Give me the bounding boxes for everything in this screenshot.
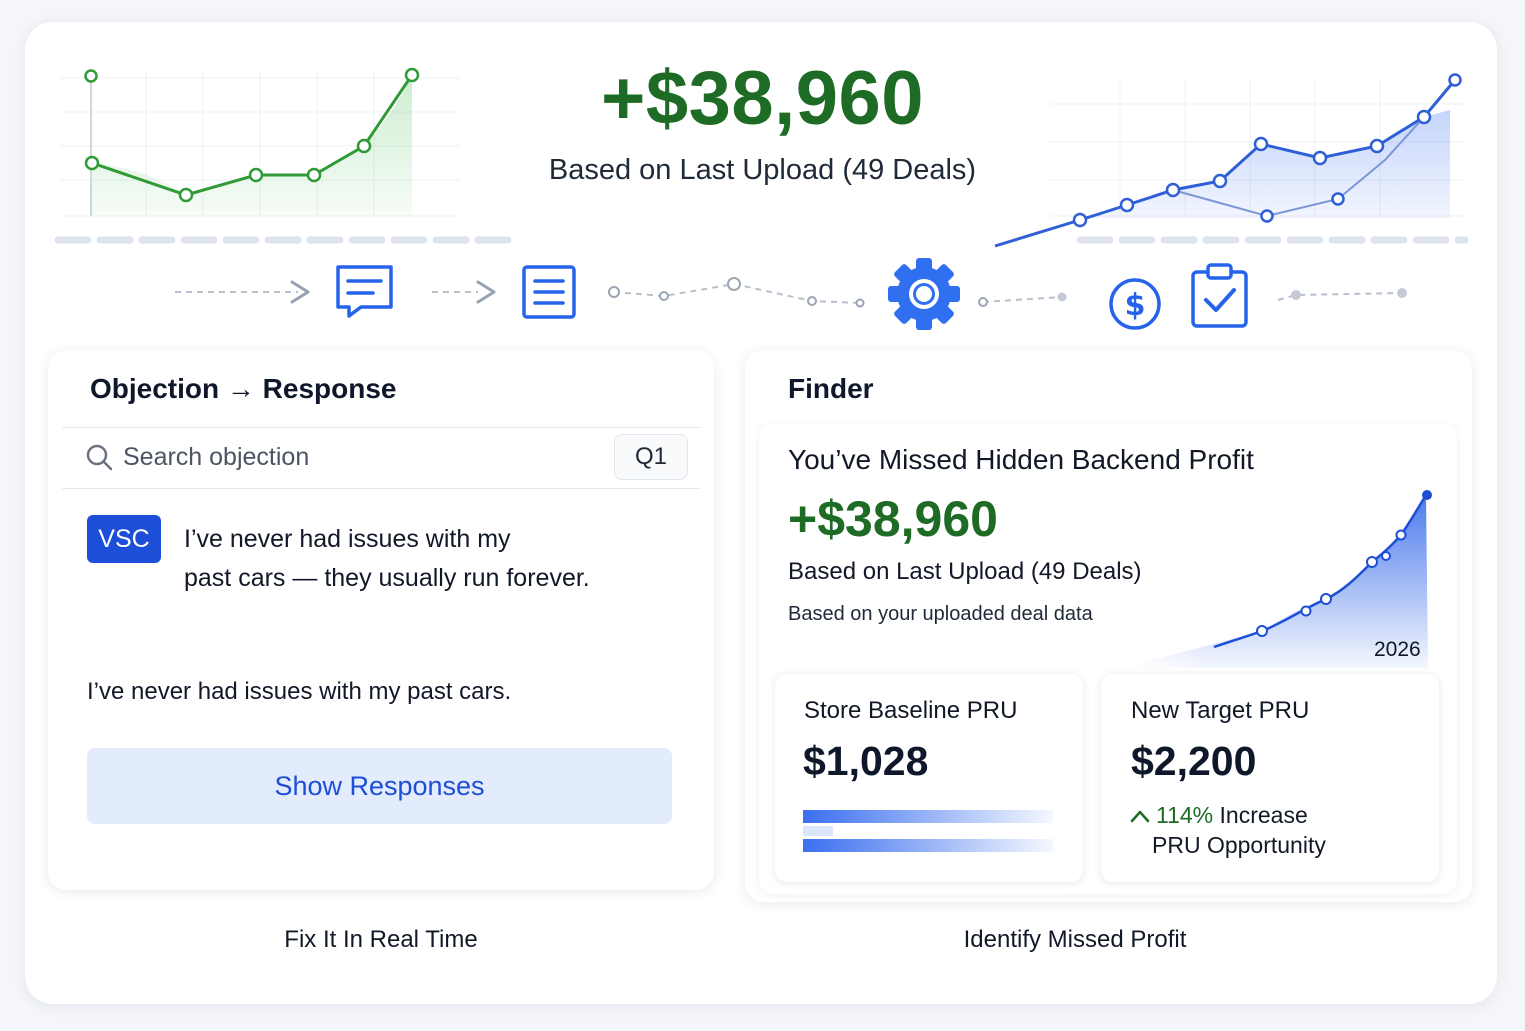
- chart-year-label: 2026: [1374, 638, 1421, 661]
- finder-subtitle: Based on Last Upload (49 Deals): [788, 558, 1142, 585]
- baseline-value: $1,028: [803, 738, 929, 784]
- target-pru-card: [1101, 674, 1439, 882]
- dollar-icon: $: [1109, 278, 1161, 330]
- flow-row: [175, 277, 1407, 308]
- right-chart-points: [1072, 73, 1462, 228]
- hero-subtitle: Based on Last Upload (49 Deals): [548, 154, 977, 186]
- pru-opportunity-label: PRU Opportunity: [1152, 832, 1326, 858]
- search-bar[interactable]: [62, 427, 700, 489]
- finder-amount: +$38,960: [788, 491, 998, 547]
- finder-growth-chart: [1120, 490, 1432, 668]
- increase-word: Increase: [1219, 802, 1308, 828]
- finder-card-title: Finder: [788, 373, 874, 404]
- search-input[interactable]: Search objection: [123, 443, 310, 471]
- target-value: $2,200: [1131, 738, 1257, 784]
- message-icon: [336, 265, 393, 318]
- target-label: New Target PRU: [1131, 697, 1310, 724]
- left-chart-points: [84, 67, 420, 203]
- quote-line-1: I’ve never had issues with my: [184, 525, 511, 553]
- objection-card-title: Objection → Response: [90, 373, 397, 404]
- left-chart-area: [92, 75, 412, 216]
- baseline-label: Store Baseline PRU: [804, 697, 1018, 724]
- quarter-select[interactable]: Q1: [614, 434, 688, 480]
- search-icon: [86, 444, 113, 471]
- chevron-up-icon: [1130, 810, 1150, 823]
- quote-line-2: past cars — they usually run forever.: [184, 564, 590, 592]
- caption-identify-profit: Identify Missed Profit: [963, 926, 1187, 953]
- show-responses-button[interactable]: Show Responses: [87, 748, 672, 824]
- vsc-badge: VSC: [87, 515, 161, 563]
- objection-quote: I’ve never had issues with my past cars …: [184, 520, 664, 598]
- baseline-bar-2: [803, 839, 1053, 852]
- caption-fix-it: Fix It In Real Time: [284, 926, 478, 953]
- baseline-bar-1: [803, 810, 1053, 823]
- finder-note: Based on your uploaded deal data: [788, 603, 1093, 625]
- clipboard-check-icon: [1191, 263, 1248, 328]
- svg-text:$: $: [1125, 288, 1146, 323]
- decorative-charts: [54, 67, 1469, 308]
- hero-amount: +$38,960: [600, 56, 925, 141]
- increase-percent: 114%: [1156, 802, 1214, 828]
- finder-headline: You’ve Missed Hidden Backend Profit: [788, 444, 1254, 475]
- objection-text: I’ve never had issues with my past cars.: [87, 678, 512, 705]
- document-icon: [522, 265, 576, 319]
- right-chart-line: [994, 79, 1457, 248]
- gear-icon: [888, 258, 960, 330]
- baseline-bar-marker: [803, 826, 833, 836]
- increase-text: 114% Increase: [1156, 802, 1308, 829]
- left-chart-line: [91, 74, 414, 197]
